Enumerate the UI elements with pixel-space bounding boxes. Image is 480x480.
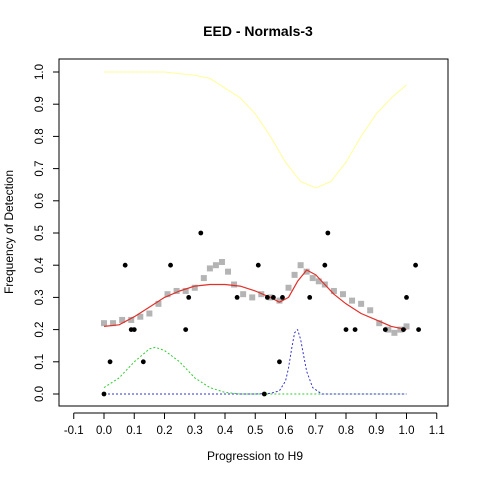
y-tick-label: 0.7 [34,161,46,177]
x-axis: -0.1 0.0 0.1 0.2 0.3 0.4 0.5 0.6 0.7 0.8 0.9 1.0 1.1 [64,413,445,437]
black-point [353,327,358,332]
black-point [262,392,267,397]
black-point [183,327,188,332]
grey-point [331,288,337,294]
grey-point [286,285,292,291]
black-point [186,295,191,300]
x-tick-label: 0.0 [96,425,112,437]
black-point [322,263,327,268]
grey-point [219,259,225,265]
black-point [344,327,349,332]
black-point [416,327,421,332]
grey-point [349,298,355,304]
grey-point [201,275,207,281]
x-tick-label: 0.7 [308,425,324,437]
black-point [123,263,128,268]
series-layer [101,72,421,396]
black-point [265,295,270,300]
x-tick-label: 0.8 [338,425,354,437]
black-point [383,327,388,332]
grey-point [316,278,322,284]
grey-point [207,265,213,271]
y-tick-label: 0.3 [34,289,46,305]
grey-point [310,275,316,281]
x-axis-label: Progression to H9 [207,449,303,463]
black-point [235,295,240,300]
y-tick-label: 0.4 [34,257,46,274]
black-point [271,295,276,300]
x-tick-label: -0.1 [64,425,84,437]
grey-point [391,330,397,336]
grey-point [240,291,246,297]
black-point [256,263,261,268]
x-tick-label: 0.5 [247,425,263,437]
x-tick-label: 1.0 [399,425,415,437]
black-point [307,295,312,300]
grey-point [367,307,373,313]
grey-point [146,311,152,317]
red-curve [104,270,407,330]
black-point [280,295,285,300]
black-point [277,359,282,364]
black-point [108,359,113,364]
y-tick-label: 0.1 [34,354,46,370]
grey-point [358,301,364,307]
x-tick-label: 0.2 [157,425,173,437]
y-tick-label: 0.0 [34,386,46,402]
green-curve [104,347,407,394]
y-tick-label: 0.5 [34,225,46,241]
y-tick-label: 1.0 [34,64,46,80]
black-point [168,263,173,268]
black-point [325,231,330,236]
y-tick-label: 0.9 [34,96,46,112]
y-tick-label: 0.8 [34,128,46,144]
black-point [401,327,406,332]
grey-point [101,320,107,326]
y-axis-label: Frequency of Detection [2,170,16,294]
plot-frame [59,59,448,406]
grey-point [225,269,231,275]
grey-point [231,282,237,288]
blue-curve [104,330,407,394]
black-point [132,327,137,332]
yellow-curve [104,72,407,188]
x-tick-label: 0.9 [368,425,384,437]
grey-point [340,291,346,297]
black-point [413,263,418,268]
x-tick-label: 0.4 [217,425,234,437]
grey-point [213,262,219,268]
x-tick-label: 1.1 [429,425,445,437]
grey-point [298,262,304,268]
x-tick-label: 0.6 [278,425,294,437]
chart-title: EED - Normals-3 [203,23,313,39]
x-tick-label: 0.3 [187,425,203,437]
y-tick-label: 0.6 [34,193,46,209]
black-point [404,295,409,300]
black-point [198,231,203,236]
y-axis: 0.0 0.1 0.2 0.3 0.4 0.5 0.6 0.7 0.8 0.9 1.0 [34,64,59,402]
y-tick-label: 0.2 [34,322,46,338]
black-point [141,359,146,364]
grey-point [249,294,255,300]
grey-point [292,272,298,278]
black-point [102,392,107,397]
x-tick-label: 0.1 [126,425,142,437]
